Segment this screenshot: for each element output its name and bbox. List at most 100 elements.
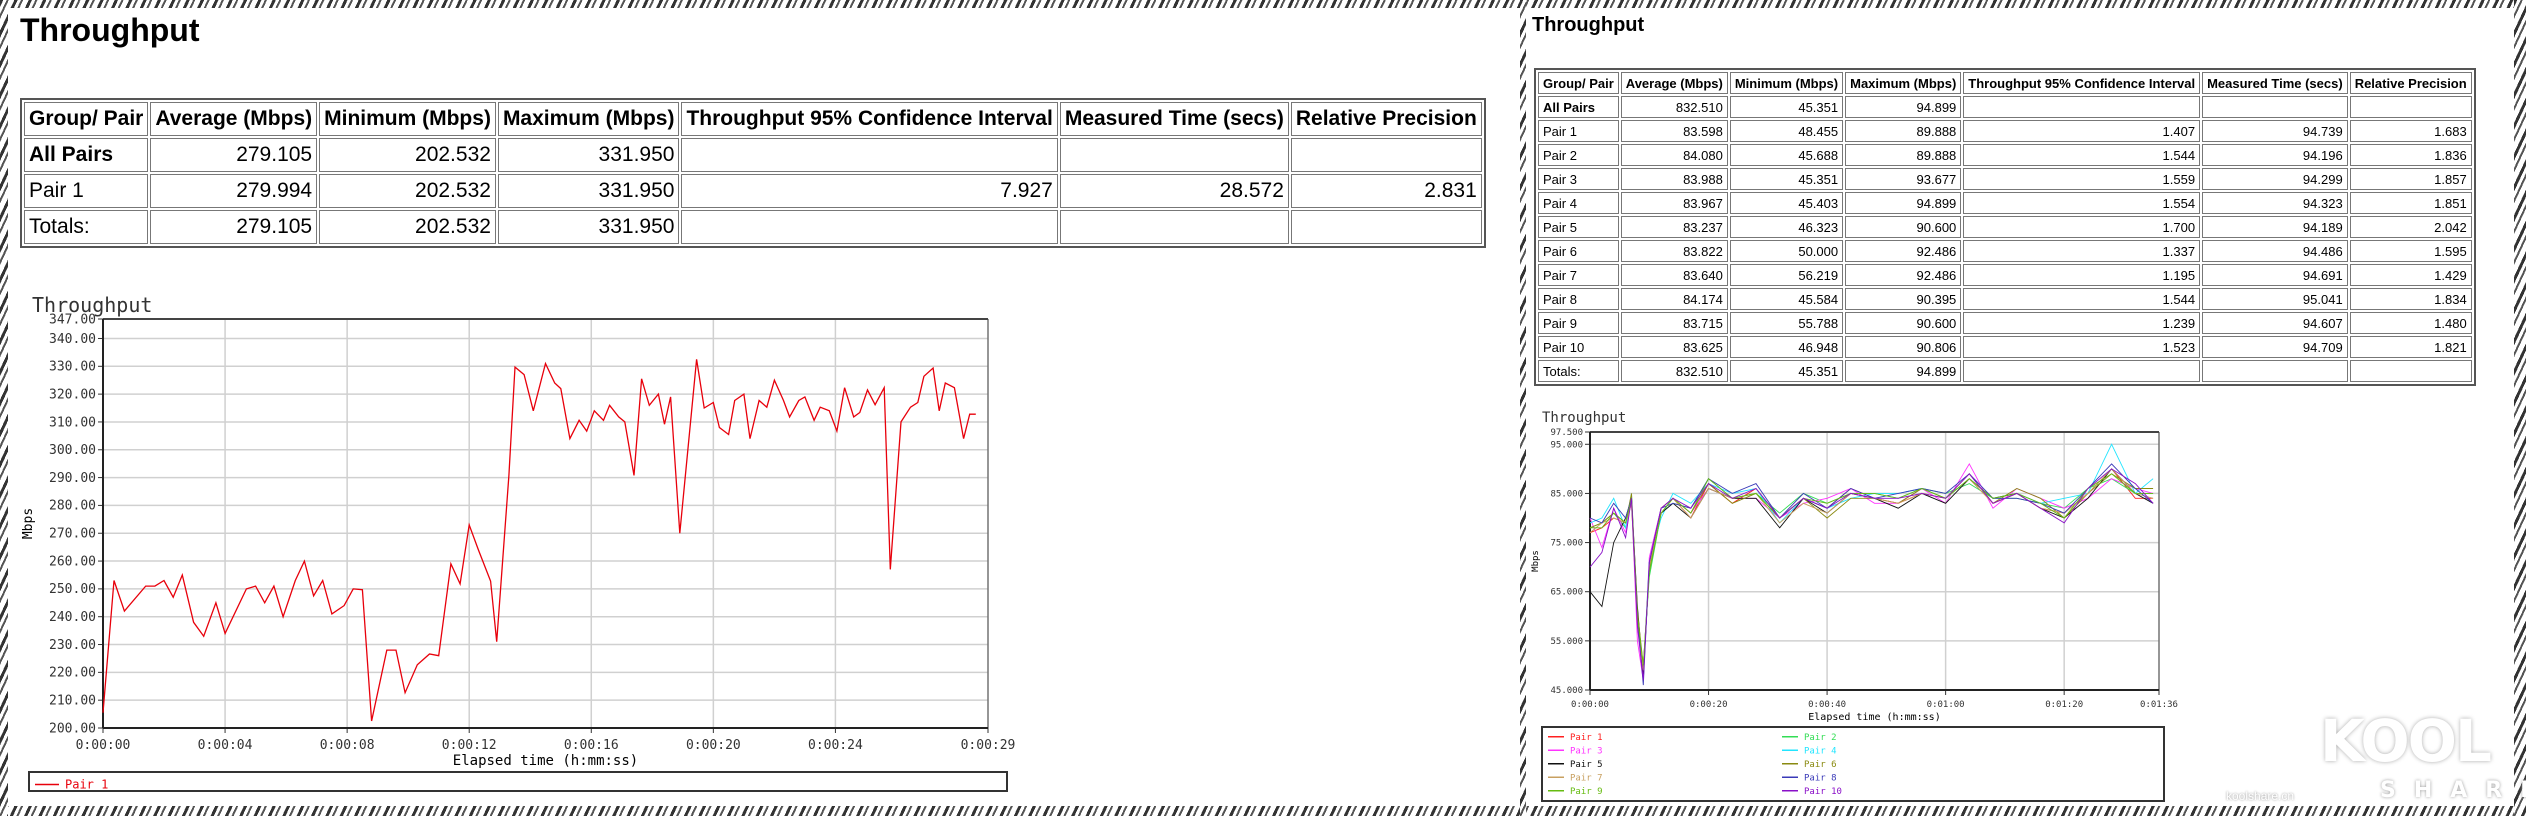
column-header: Throughput 95% Confidence Interval	[681, 102, 1058, 136]
table-cell	[1059, 138, 1289, 172]
table-cell: 832.510	[1620, 360, 1728, 382]
table-cell: 279.994	[150, 174, 318, 208]
table-cell: 45.403	[1729, 192, 1844, 214]
row-label: All Pairs	[1538, 96, 1619, 118]
y-axis-label: Mbps	[21, 508, 36, 539]
table-cell: 331.950	[497, 138, 680, 172]
row-label: All Pairs	[24, 138, 149, 172]
throughput-chart-right: Throughput 45.000 55.000 65.000 75.000 85.000…	[1531, 410, 2178, 802]
y-tick-label: 250.00	[49, 582, 96, 597]
x-tick-label: 0:01:36	[2140, 700, 2178, 710]
table-row: Pair 10 83.625 46.948 90.806 1.523 94.709 1.82…	[1538, 336, 2472, 358]
legend-label: Pair 5	[1570, 760, 1603, 770]
table-row: Pair 5 83.237 46.323 90.600 1.700 94.189 2.042	[1538, 216, 2472, 238]
table-cell	[681, 138, 1058, 172]
table-cell: 84.174	[1620, 288, 1728, 310]
table-header-row: Group/ Pair Average (Mbps) Minimum (Mbps) M…	[1538, 72, 2472, 94]
table-row: Pair 4 83.967 45.403 94.899 1.554 94.323 1.851	[1538, 192, 2472, 214]
y-tick-label: 270.00	[49, 527, 96, 542]
x-tick-label: 0:00:12	[442, 738, 497, 753]
table-cell: 1.700	[1963, 216, 2201, 238]
row-label: Pair 9	[1538, 312, 1619, 334]
legend-label: Pair 3	[1570, 746, 1603, 756]
column-header: Average (Mbps)	[150, 102, 318, 136]
row-label: Pair 1	[1538, 120, 1619, 142]
table-cell: 45.351	[1729, 168, 1844, 190]
legend-label: Pair 1	[1570, 733, 1603, 743]
y-tick-label: 45.000	[1550, 686, 1583, 696]
legend-label: Pair 10	[1804, 787, 1842, 797]
table-cell: 56.219	[1729, 264, 1844, 286]
table-cell: 1.544	[1963, 144, 2201, 166]
table-cell: 45.351	[1729, 360, 1844, 382]
table-cell: 83.715	[1620, 312, 1728, 334]
table-cell: 92.486	[1845, 264, 1962, 286]
watermark-logo: KOOL	[2320, 707, 2492, 775]
row-label: Pair 10	[1538, 336, 1619, 358]
table-cell: 92.486	[1845, 240, 1962, 262]
x-tick-label: 0:01:00	[1927, 700, 1965, 710]
row-label: Pair 6	[1538, 240, 1619, 262]
legend-box	[1541, 726, 2165, 802]
y-tick-label: 260.00	[49, 554, 96, 569]
table-cell: 94.189	[2202, 216, 2348, 238]
legend-label: Pair 6	[1804, 760, 1837, 770]
table-cell	[2202, 96, 2348, 118]
table-cell: 1.554	[1963, 192, 2201, 214]
table-cell: 94.709	[2202, 336, 2348, 358]
y-tick-label: 240.00	[49, 610, 96, 625]
decorative-border-bottom	[0, 806, 2526, 816]
x-tick-label: 0:00:20	[686, 738, 741, 753]
table-cell: 1.407	[1963, 120, 2201, 142]
column-header: Relative Precision	[2349, 72, 2472, 94]
table-cell: 94.299	[2202, 168, 2348, 190]
row-label: Pair 3	[1538, 168, 1619, 190]
row-label: Pair 5	[1538, 216, 1619, 238]
table-cell: 90.395	[1845, 288, 1962, 310]
decorative-divider	[1520, 0, 1526, 816]
table-cell: 84.080	[1620, 144, 1728, 166]
table-cell: 90.600	[1845, 312, 1962, 334]
table-cell: 94.899	[1845, 192, 1962, 214]
table-cell: 331.950	[497, 210, 680, 244]
y-tick-label: 65.000	[1550, 588, 1583, 598]
table-cell: 45.688	[1729, 144, 1844, 166]
series-line-pair-10	[1589, 468, 2154, 681]
table-cell: 832.510	[1620, 96, 1728, 118]
table-cell: 83.625	[1620, 336, 1728, 358]
y-tick-label: 95.000	[1550, 440, 1583, 450]
table-row: Pair 1 279.994 202.532 331.950 7.927 28.572 2.…	[24, 174, 1482, 208]
table-cell: 48.455	[1729, 120, 1844, 142]
table-row: Totals: 279.105 202.532 331.950	[24, 210, 1482, 244]
column-header: Group/ Pair	[1538, 72, 1619, 94]
table-cell: 1.857	[2349, 168, 2472, 190]
table-cell: 94.739	[2202, 120, 2348, 142]
table-cell	[1963, 96, 2201, 118]
table-cell: 202.532	[319, 210, 496, 244]
column-header: Measured Time (secs)	[1059, 102, 1289, 136]
column-header: Group/ Pair	[24, 102, 149, 136]
table-row: Pair 8 84.174 45.584 90.395 1.544 95.041 1.834	[1538, 288, 2472, 310]
table-cell: 1.559	[1963, 168, 2201, 190]
x-tick-label: 0:00:04	[198, 738, 253, 753]
table-row: Pair 7 83.640 56.219 92.486 1.195 94.691 1.429	[1538, 264, 2472, 286]
y-tick-label: 320.00	[49, 387, 96, 402]
decorative-border-left	[0, 0, 8, 816]
throughput-chart-left: Throughput 200.00 210.00 220.00 230.00 240.00…	[21, 293, 1015, 792]
x-tick-label: 0:01:20	[2045, 700, 2083, 710]
table-cell: 1.337	[1963, 240, 2201, 262]
table-row: Pair 1 83.598 48.455 89.888 1.407 94.739 1.683	[1538, 120, 2472, 142]
table-cell: 1.821	[2349, 336, 2472, 358]
table-cell: 94.323	[2202, 192, 2348, 214]
column-header: Average (Mbps)	[1620, 72, 1728, 94]
page-title-right: Throughput	[1532, 14, 1645, 36]
table-row: Pair 2 84.080 45.688 89.888 1.544 94.196 1.836	[1538, 144, 2472, 166]
table-cell: 1.836	[2349, 144, 2472, 166]
table-cell: 279.105	[150, 210, 318, 244]
x-axis-label: Elapsed time (h:mm:ss)	[1808, 712, 1940, 723]
table-cell: 46.323	[1729, 216, 1844, 238]
column-header: Measured Time (secs)	[2202, 72, 2348, 94]
table-cell: 1.195	[1963, 264, 2201, 286]
y-tick-label: 280.00	[49, 499, 96, 514]
row-label: Pair 7	[1538, 264, 1619, 286]
